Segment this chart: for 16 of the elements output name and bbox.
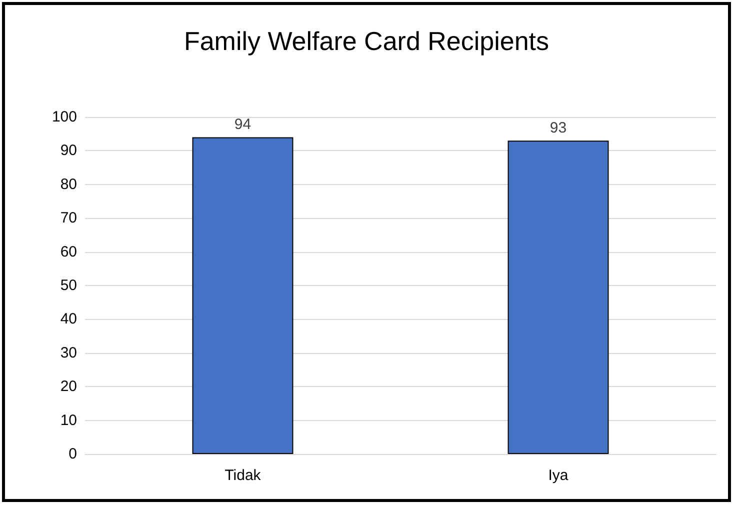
y-tick-label: 70: [60, 210, 77, 227]
chart-title: Family Welfare Card Recipients: [184, 26, 550, 56]
y-tick-label: 90: [60, 142, 77, 160]
y-tick-label: 80: [60, 176, 77, 193]
y-tick-label: 100: [52, 108, 77, 126]
x-tick-label: Tidak: [224, 467, 262, 484]
data-label: 94: [234, 116, 252, 134]
y-tick-label: 50: [60, 277, 77, 294]
y-tick-label: 40: [60, 310, 77, 328]
y-tick-label: 30: [60, 344, 77, 362]
y-tick-label: 60: [60, 243, 77, 260]
y-tick-label: 0: [68, 446, 77, 462]
y-tick-label: 20: [60, 378, 77, 396]
x-tick-label: Iya: [548, 467, 569, 484]
data-label: 93: [550, 120, 567, 137]
y-tick-label: 10: [60, 412, 77, 429]
